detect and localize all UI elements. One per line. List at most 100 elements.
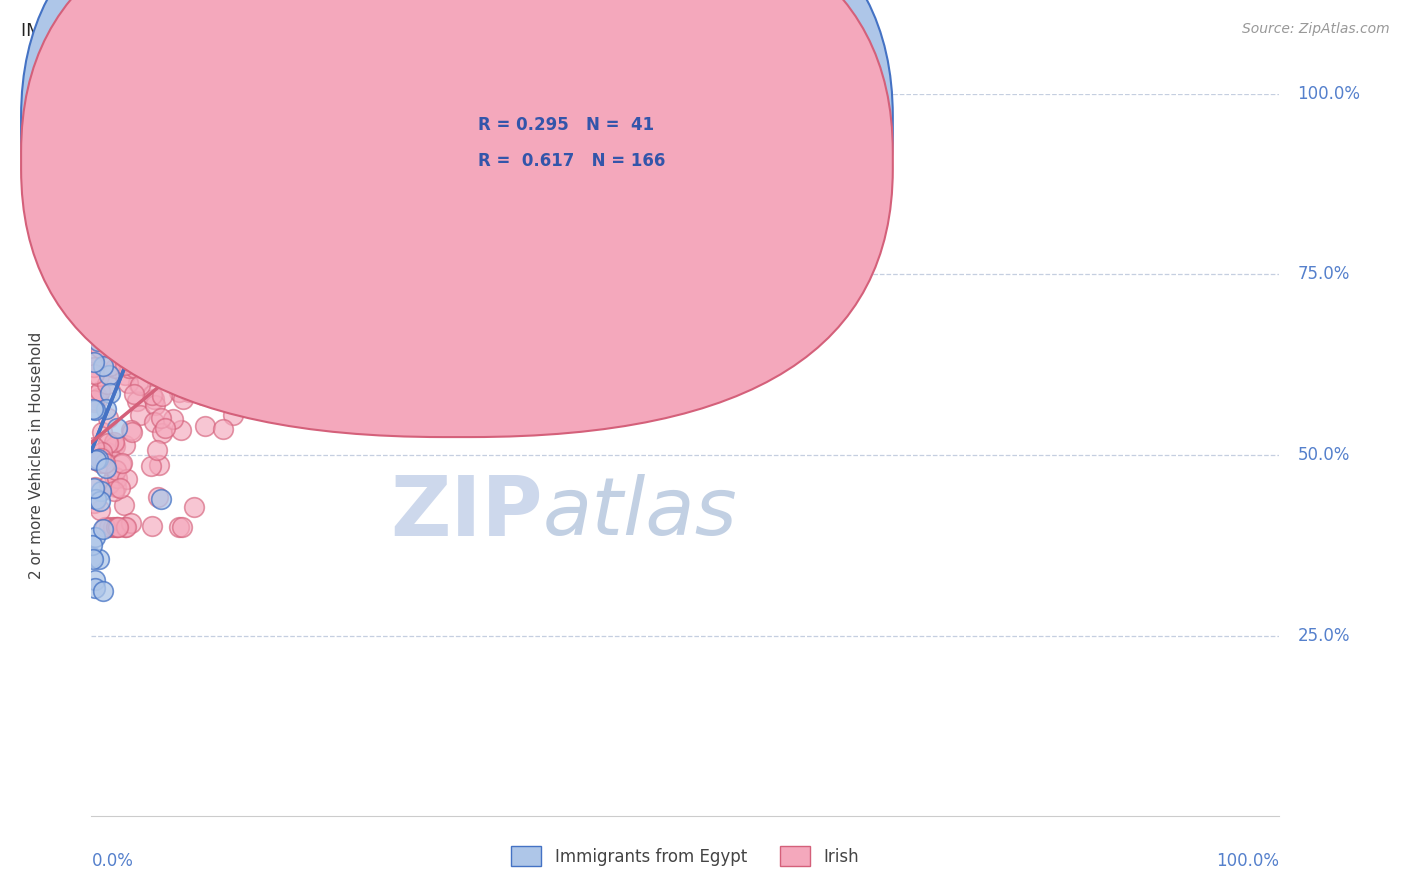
Point [139,341,162,355]
Point [270,408,292,422]
Text: atlas: atlas [543,474,738,552]
Point [124,360,146,375]
Point [97,411,120,425]
Point [280,301,302,315]
Point [349,203,371,218]
Point [228,254,250,268]
Point [329,122,352,136]
Point [278,322,301,336]
Point [277,310,299,324]
Point [163,294,186,309]
Point [193,312,215,326]
Point [93,456,115,470]
Point [177,384,200,399]
Point [173,315,195,329]
Point [90,450,112,465]
Point [84,530,107,544]
Point [91,359,114,374]
Point [82,549,104,564]
Point [188,219,211,233]
Point [94,401,117,416]
Point [139,347,162,361]
Point [105,520,128,534]
Point [96,445,118,459]
Point [482,87,505,101]
Point [229,383,252,397]
Text: ZIP: ZIP [391,472,543,553]
Point [110,328,132,343]
Point [170,520,193,534]
Point [98,319,121,334]
Point [153,343,176,357]
Point [150,426,173,441]
Point [309,185,332,199]
Point [103,469,125,483]
Point [114,358,136,372]
Text: 75.0%: 75.0% [1298,265,1350,284]
Point [263,293,285,307]
Point [205,205,228,219]
Point [167,334,190,349]
Point [212,422,235,436]
Point [252,320,274,334]
Point [174,355,197,369]
Point [118,361,141,376]
Legend: Immigrants from Egypt, Irish: Immigrants from Egypt, Irish [505,839,866,873]
Point [84,453,107,467]
Text: 100.0%: 100.0% [1298,85,1360,103]
Point [83,496,105,510]
Point [305,212,328,227]
Point [105,471,128,485]
Point [142,301,165,316]
Point [104,303,127,318]
Point [94,520,117,534]
Text: 100.0%: 100.0% [1216,853,1279,871]
Point [117,293,139,307]
Point [395,181,418,195]
Point [146,442,169,457]
Point [90,483,112,498]
Point [169,299,191,313]
Point [238,214,260,228]
Point [103,195,125,210]
Text: IMMIGRANTS FROM EGYPT VS IRISH 2 OR MORE VEHICLES IN HOUSEHOLD CORRELATION CHART: IMMIGRANTS FROM EGYPT VS IRISH 2 OR MORE… [21,22,862,40]
Point [87,552,110,566]
Point [368,288,391,302]
Point [93,295,115,310]
Point [150,389,173,403]
Point [245,389,267,403]
Point [184,332,207,346]
Point [83,573,105,587]
Point [112,499,135,513]
Point [84,403,107,417]
Point [89,493,111,508]
Point [167,279,190,293]
Point [97,331,120,345]
Point [91,277,114,292]
Text: 50.0%: 50.0% [1298,446,1350,464]
Point [84,388,107,402]
Point [326,246,349,260]
Point [83,481,105,495]
Point [278,165,301,179]
Point [120,516,142,530]
Point [83,392,105,407]
Point [112,299,135,313]
Point [83,440,105,454]
Point [120,243,142,257]
Point [96,334,118,348]
Point [110,457,132,471]
Point [87,268,110,282]
Point [366,219,388,233]
Point [104,520,127,534]
Point [91,522,114,536]
Point [143,329,166,343]
Point [183,500,205,514]
Point [107,421,129,435]
Point [120,423,142,437]
Point [281,242,304,256]
Text: 25.0%: 25.0% [1298,626,1350,645]
Point [186,327,208,342]
Point [89,341,111,355]
Point [121,425,143,440]
